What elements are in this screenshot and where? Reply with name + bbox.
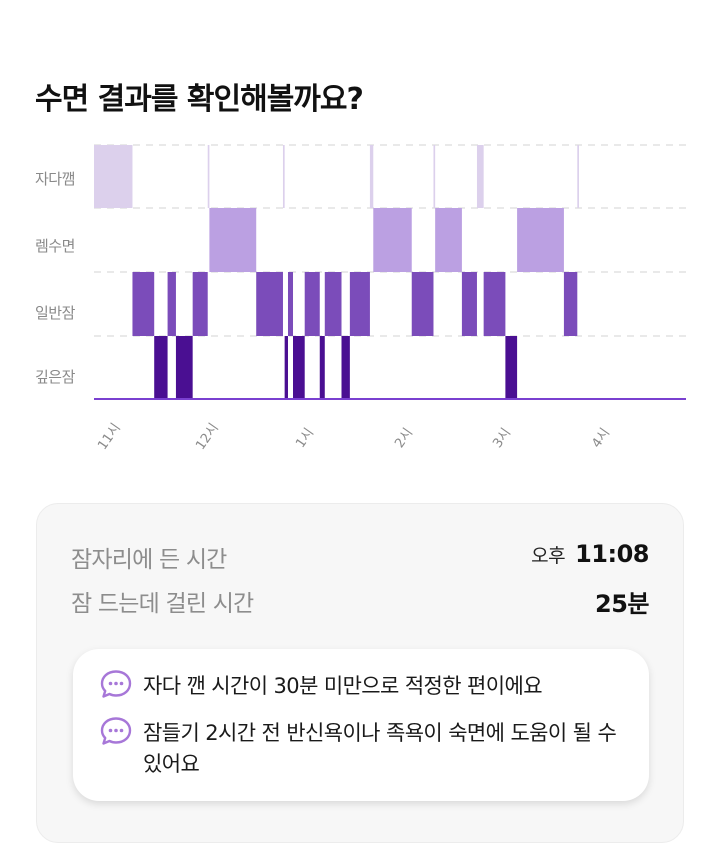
bedtime-label: 잠자리에 든 시간	[71, 547, 227, 573]
stage-segment	[256, 272, 283, 336]
tip-item: 잠들기 2시간 전 반신욕이나 족욕이 숙면에 도움이 될 수 있어요	[99, 717, 629, 780]
stage-segment	[341, 336, 350, 399]
stage-segment	[461, 272, 477, 336]
stage-segment	[284, 336, 288, 399]
tip-text: 잠들기 2시간 전 반신욕이나 족욕이 숙면에 도움이 될 수 있어요	[143, 721, 617, 776]
stage-label-rem: 렘수면	[35, 237, 75, 255]
stage-label-light: 일반잠	[35, 304, 75, 322]
sleep-summary-card: 잠자리에 든 시간 오후 11:08 잠 드는데 걸린 시간 25분 자다 깬 시…	[36, 503, 684, 843]
stage-segment	[282, 145, 285, 208]
latency-value: 25분	[595, 590, 649, 618]
stage-segment	[293, 336, 305, 399]
stage-segment	[483, 272, 506, 336]
stage-segment	[411, 272, 434, 336]
stage-segment	[324, 272, 342, 336]
stage-segment	[207, 145, 210, 208]
stage-segment	[175, 336, 193, 399]
latency-label: 잠 드는데 걸린 시간	[71, 591, 254, 617]
stage-segment	[505, 336, 518, 399]
tip-text: 자다 깬 시간이 30분 미만으로 적정한 편이에요	[143, 674, 543, 698]
stage-segment	[476, 145, 484, 208]
stage-label-awake: 자다깸	[35, 170, 75, 188]
hypnogram-plot	[94, 144, 686, 400]
chat-bubble-icon	[100, 670, 132, 698]
stage-segment	[369, 145, 374, 208]
bedtime-value: 오후 11:08	[531, 540, 649, 568]
stage-segment	[563, 272, 578, 336]
stage-segment	[349, 272, 370, 336]
tips-box: 자다 깬 시간이 30분 미만으로 적정한 편이에요 잠들기 2시간 전 반신욕…	[73, 649, 649, 801]
tip-item: 자다 깬 시간이 30분 미만으로 적정한 편이에요	[99, 670, 629, 702]
stage-segment	[304, 272, 320, 336]
stage-segment	[287, 272, 294, 336]
stage-segment	[517, 208, 564, 272]
stage-segment	[154, 336, 168, 399]
stage-segment	[209, 208, 257, 272]
chat-bubble-icon	[100, 717, 132, 745]
page-title: 수면 결과를 확인해볼까요?	[35, 82, 364, 117]
bedtime-ampm: 오후	[531, 545, 566, 567]
stage-segment	[192, 272, 208, 336]
stage-segment	[94, 145, 133, 208]
stage-segment	[577, 145, 579, 208]
stage-segment	[433, 145, 436, 208]
stage-segment	[319, 336, 325, 399]
stage-segment	[132, 272, 155, 336]
bedtime-time: 11:08	[575, 540, 649, 568]
stage-segment	[435, 208, 462, 272]
stage-label-deep: 깊은잠	[35, 368, 75, 386]
stage-segment	[373, 208, 412, 272]
stage-segment	[167, 272, 176, 336]
